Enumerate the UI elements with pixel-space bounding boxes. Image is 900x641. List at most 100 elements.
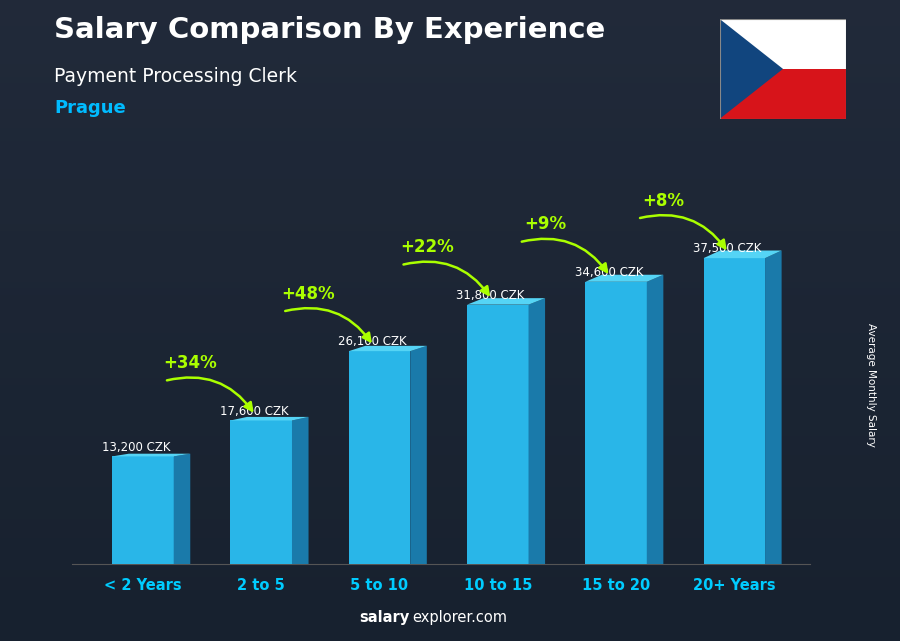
Polygon shape	[647, 275, 663, 564]
Bar	[0, 244, 900, 250]
Bar	[0, 442, 900, 449]
Bar	[0, 359, 900, 365]
Bar	[0, 487, 900, 494]
Bar	[0, 38, 900, 45]
Polygon shape	[720, 19, 783, 119]
FancyBboxPatch shape	[585, 282, 647, 564]
Text: salary: salary	[359, 610, 410, 625]
Polygon shape	[112, 454, 190, 456]
Bar	[0, 577, 900, 583]
Bar	[0, 410, 900, 417]
Bar	[0, 276, 900, 282]
Bar	[0, 250, 900, 256]
Bar	[0, 199, 900, 205]
Text: +8%: +8%	[643, 192, 684, 210]
FancyBboxPatch shape	[467, 304, 528, 564]
Bar	[0, 333, 900, 340]
Text: 13,200 CZK: 13,200 CZK	[102, 440, 170, 454]
Text: Prague: Prague	[54, 99, 126, 117]
Bar	[0, 481, 900, 487]
Bar	[0, 346, 900, 353]
Bar	[0, 115, 900, 122]
Bar	[0, 545, 900, 551]
Bar	[0, 128, 900, 135]
Polygon shape	[174, 454, 190, 564]
Polygon shape	[349, 346, 427, 351]
Bar	[0, 192, 900, 199]
Bar	[0, 263, 900, 269]
Bar	[0, 526, 900, 532]
Bar	[0, 83, 900, 90]
Polygon shape	[704, 251, 781, 258]
Bar	[0, 26, 900, 32]
Bar	[0, 513, 900, 519]
Bar	[0, 295, 900, 301]
Bar	[0, 506, 900, 513]
Bar	[0, 558, 900, 564]
Bar	[0, 147, 900, 154]
Bar	[0, 628, 900, 635]
Bar	[0, 301, 900, 308]
Bar	[0, 596, 900, 603]
Bar	[0, 564, 900, 570]
Bar	[0, 429, 900, 436]
FancyBboxPatch shape	[230, 420, 292, 564]
Bar	[0, 0, 900, 6]
Bar	[0, 96, 900, 103]
Text: 26,100 CZK: 26,100 CZK	[338, 335, 407, 348]
Bar	[0, 6, 900, 13]
Bar	[0, 160, 900, 167]
Bar	[0, 468, 900, 474]
Bar	[0, 378, 900, 385]
Text: +9%: +9%	[524, 215, 566, 233]
Text: +34%: +34%	[164, 354, 217, 372]
Bar	[0, 224, 900, 231]
Bar	[0, 109, 900, 115]
Bar	[0, 58, 900, 64]
Text: 34,600 CZK: 34,600 CZK	[574, 266, 644, 279]
Bar	[0, 609, 900, 615]
Text: explorer.com: explorer.com	[412, 610, 508, 625]
Bar	[0, 423, 900, 429]
Bar	[0, 615, 900, 622]
Text: 17,600 CZK: 17,600 CZK	[220, 404, 289, 418]
Bar	[0, 237, 900, 244]
Bar	[0, 327, 900, 333]
Bar	[0, 532, 900, 538]
Bar	[0, 603, 900, 609]
Bar	[0, 397, 900, 404]
Text: +22%: +22%	[400, 238, 454, 256]
Bar	[0, 288, 900, 295]
Bar	[0, 417, 900, 423]
Polygon shape	[467, 298, 545, 304]
Bar	[720, 69, 846, 119]
Text: Payment Processing Clerk: Payment Processing Clerk	[54, 67, 297, 87]
Bar	[0, 372, 900, 378]
Bar	[0, 308, 900, 314]
Bar	[0, 90, 900, 96]
Bar	[0, 462, 900, 468]
Bar	[0, 353, 900, 359]
Bar	[0, 231, 900, 237]
Bar	[0, 583, 900, 590]
Bar	[0, 173, 900, 179]
Bar	[0, 45, 900, 51]
Bar	[0, 340, 900, 346]
FancyBboxPatch shape	[112, 456, 174, 564]
Bar	[0, 500, 900, 506]
Bar	[0, 212, 900, 218]
Bar	[0, 551, 900, 558]
Bar	[0, 538, 900, 545]
Bar	[0, 135, 900, 141]
Bar	[0, 51, 900, 58]
Bar	[0, 103, 900, 109]
Bar	[0, 269, 900, 276]
Bar	[0, 77, 900, 83]
Bar	[0, 186, 900, 192]
Bar	[0, 256, 900, 263]
Bar	[0, 167, 900, 173]
Bar	[0, 141, 900, 147]
Text: 31,800 CZK: 31,800 CZK	[456, 289, 525, 302]
FancyBboxPatch shape	[704, 258, 765, 564]
Bar	[0, 365, 900, 372]
